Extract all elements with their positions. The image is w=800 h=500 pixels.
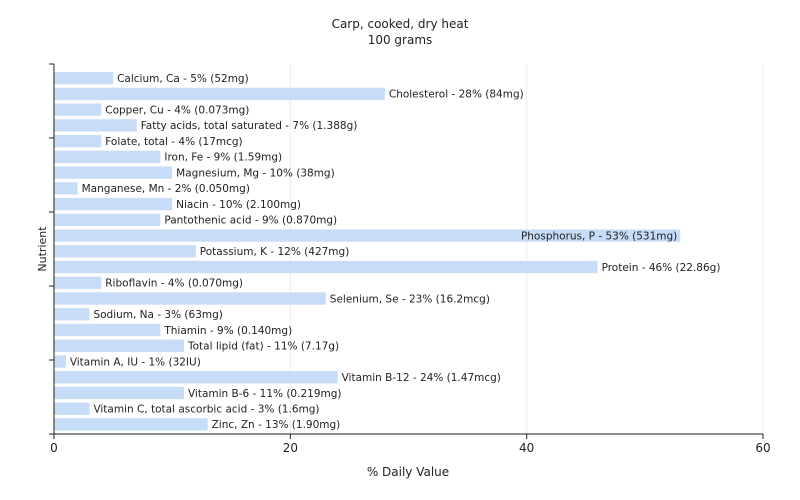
bar [54, 402, 90, 415]
axes: 0 20 40 60 [49, 63, 771, 455]
bar [54, 323, 161, 337]
x-axis-label: % Daily Value [367, 465, 449, 479]
bar-label: Manganese, Mn - 2% (0.050mg) [82, 183, 250, 195]
bar-label: Niacin - 10% (2.100mg) [176, 199, 301, 211]
bar [54, 182, 78, 195]
bar-label: Calcium, Ca - 5% (52mg) [117, 73, 249, 85]
bar-label: Vitamin C, total ascorbic acid - 3% (1.6… [93, 403, 319, 415]
bar-label: Potassium, K - 12% (427mg) [200, 246, 350, 258]
bar-label: Cholesterol - 28% (84mg) [389, 89, 524, 101]
bar [54, 87, 385, 101]
bar-label: Sodium, Na - 3% (63mg) [93, 309, 222, 321]
bar-label: Pantothenic acid - 9% (0.870mg) [164, 215, 337, 227]
bar-label: Thiamin - 9% (0.140mg) [163, 325, 292, 337]
bar [54, 166, 173, 179]
bar [54, 418, 208, 431]
bar-label: Selenium, Se - 23% (16.2mcg) [330, 293, 490, 305]
bar-label: Fatty acids, total saturated - 7% (1.388… [141, 120, 358, 132]
bars: Calcium, Ca - 5% (52mg) Cholesterol - 28%… [54, 72, 720, 431]
y-axis-label: Nutrient [36, 226, 49, 272]
bar [54, 213, 161, 226]
bar [54, 134, 102, 148]
bar [54, 197, 173, 211]
bar [54, 229, 681, 242]
bar-label: Copper, Cu - 4% (0.073mg) [105, 104, 249, 116]
bar [54, 119, 137, 132]
bar [54, 371, 338, 384]
bar-label: Vitamin A, IU - 1% (32IU) [70, 356, 201, 368]
chart-subtitle: 100 grams [368, 33, 433, 47]
bar [54, 103, 102, 116]
bar-label: Vitamin B-12 - 24% (1.47mcg) [342, 372, 501, 384]
bar-label: Vitamin B-6 - 11% (0.219mg) [188, 388, 342, 400]
bar [54, 386, 184, 400]
bar [54, 355, 66, 368]
bar [54, 276, 102, 289]
bar [54, 260, 598, 274]
bar-label: Phosphorus, P - 53% (531mg) [521, 230, 677, 242]
bar [54, 308, 90, 321]
bar [54, 292, 326, 305]
bar [54, 245, 196, 258]
x-tick-label: 20 [283, 441, 298, 455]
bar-label: Zinc, Zn - 13% (1.90mg) [212, 419, 341, 431]
chart-title: Carp, cooked, dry heat [332, 17, 469, 31]
bar [54, 150, 161, 164]
bar-label: Iron, Fe - 9% (1.59mg) [164, 152, 282, 164]
bar [54, 339, 184, 352]
bar-label: Riboflavin - 4% (0.070mg) [105, 278, 243, 290]
bar-label: Folate, total - 4% (17mcg) [105, 136, 242, 148]
x-tick-label: 40 [519, 441, 534, 455]
x-tick-label: 0 [50, 441, 58, 455]
bar-label: Total lipid (fat) - 11% (7.17g) [187, 341, 339, 353]
bar-label: Protein - 46% (22.86g) [602, 262, 721, 274]
x-tick-label: 60 [755, 441, 770, 455]
bar [54, 72, 114, 85]
bar-label: Magnesium, Mg - 10% (38mg) [176, 167, 335, 179]
